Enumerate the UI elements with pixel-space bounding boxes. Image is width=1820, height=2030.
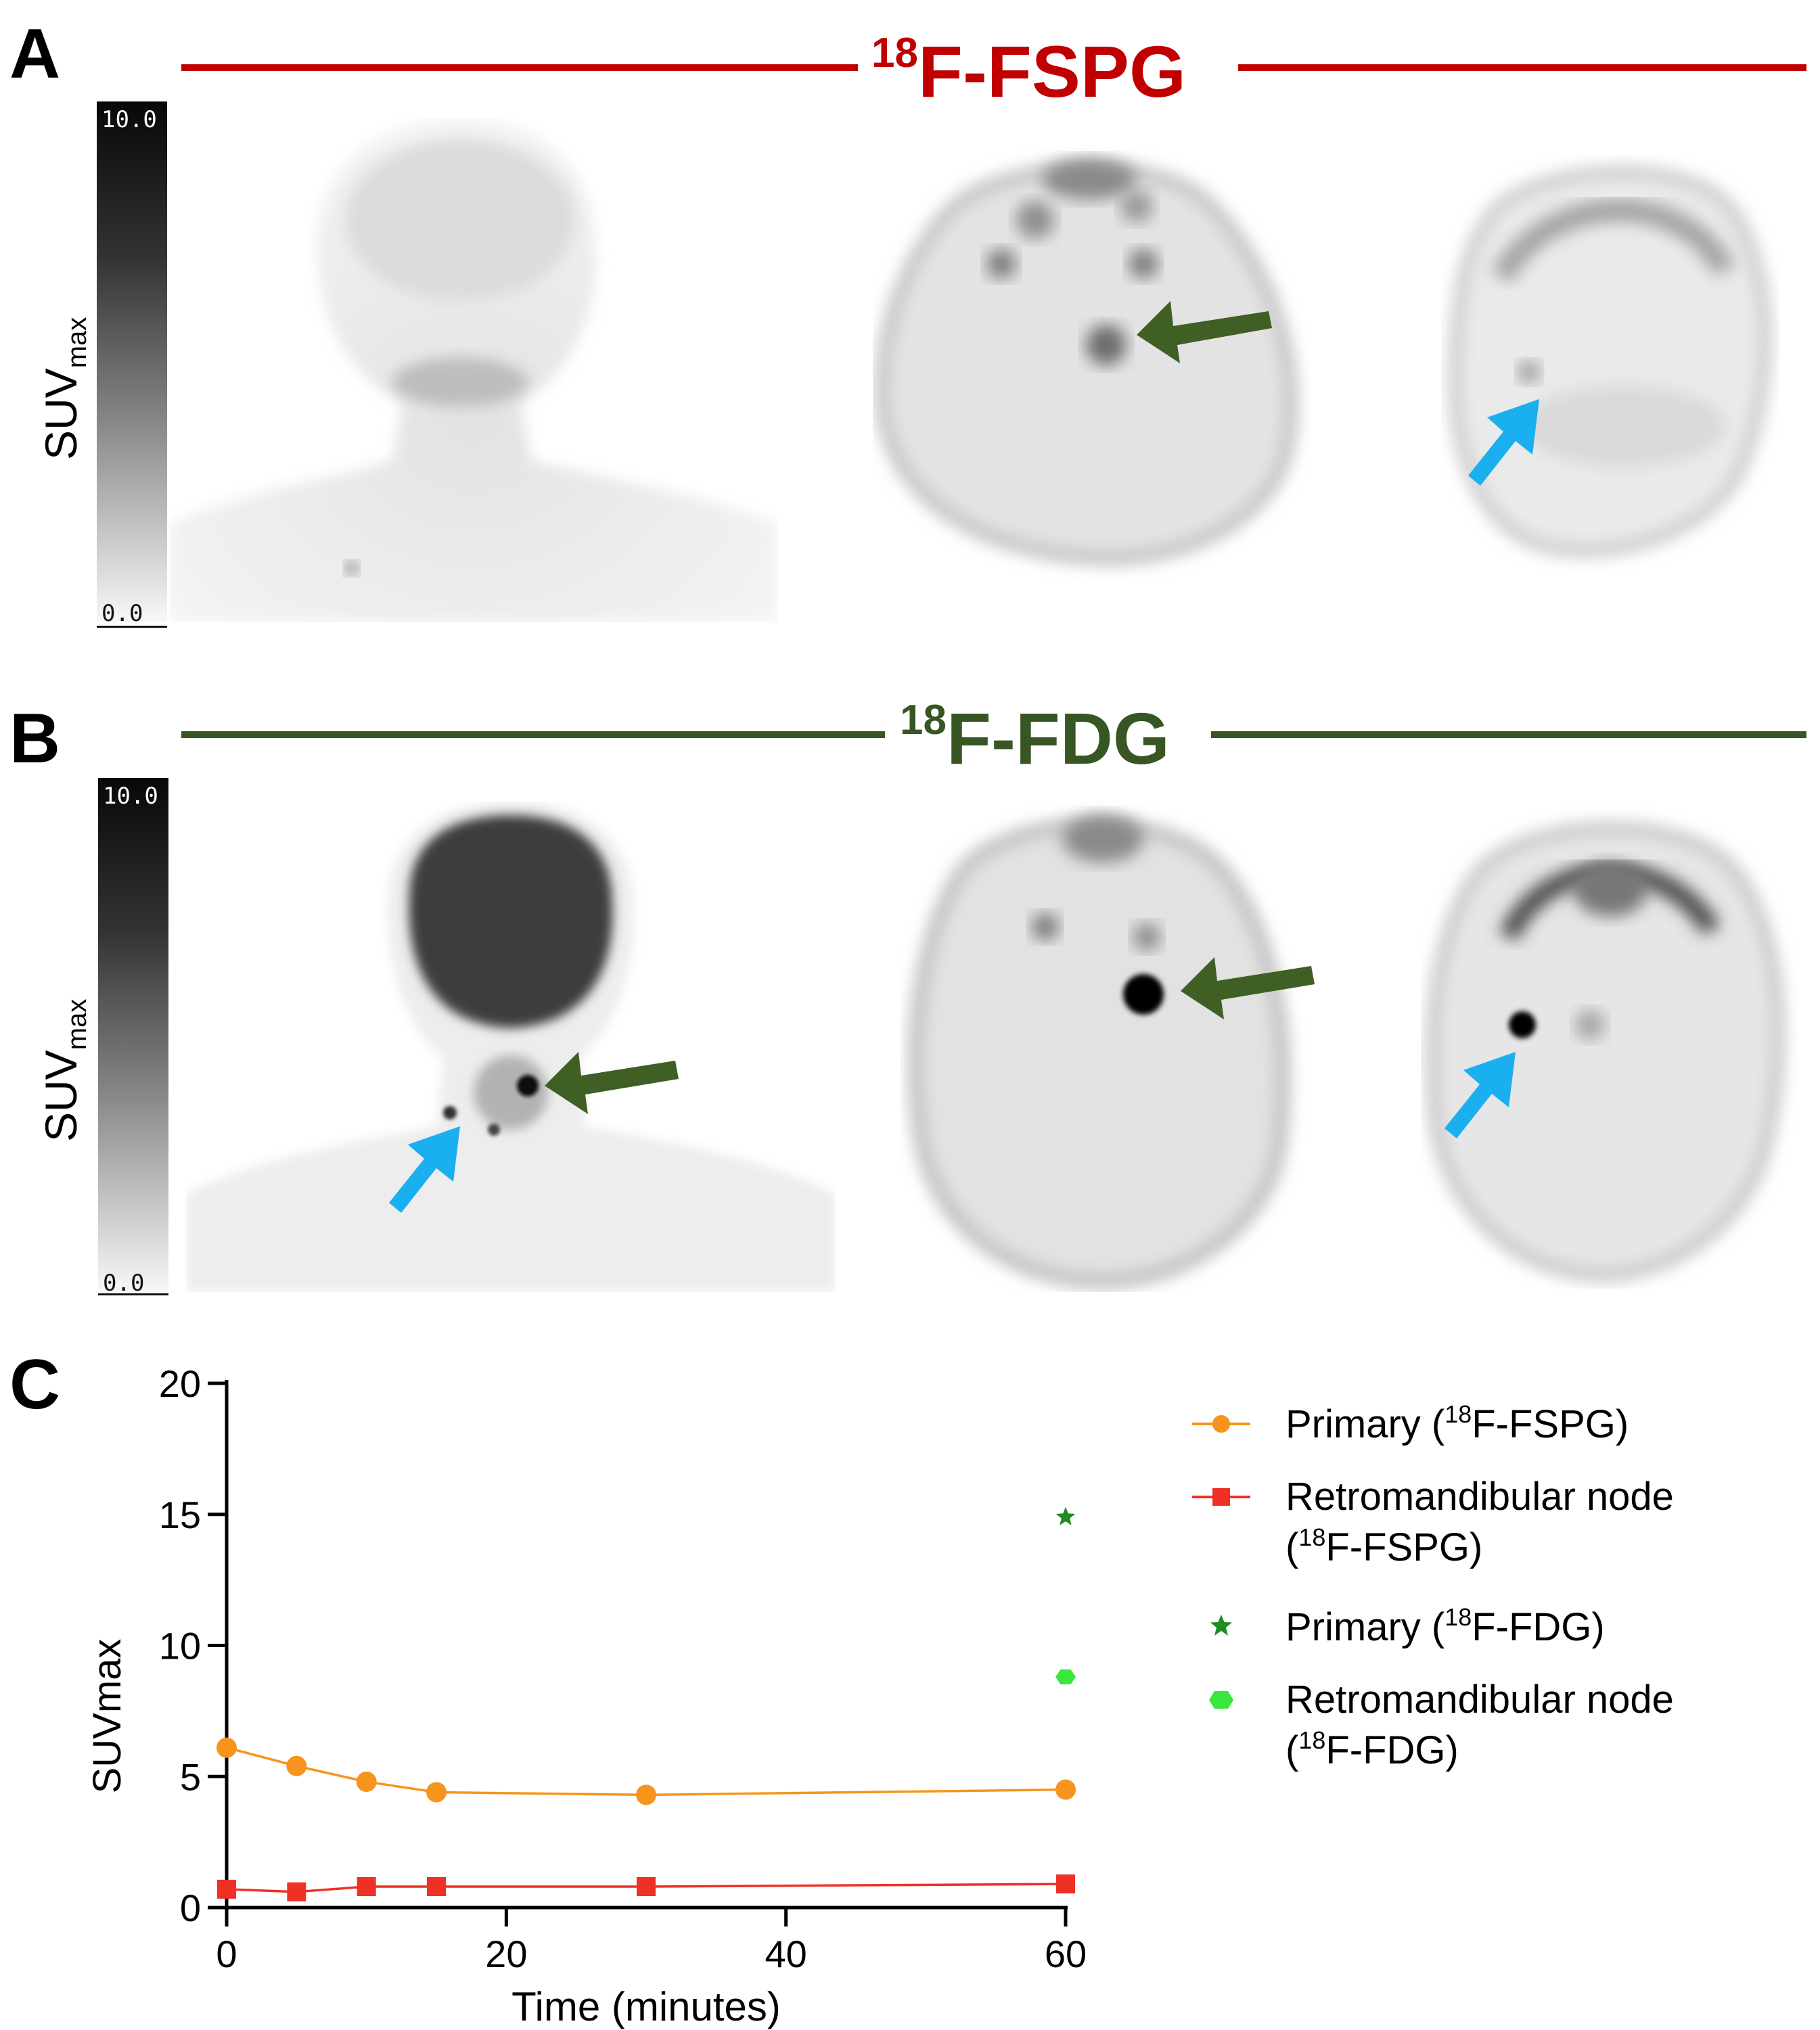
series-1-point [357, 1877, 376, 1896]
panel-a-colorbar-label-sub: max [62, 317, 93, 369]
panel-a-colorbar-min: 0.0 [101, 600, 143, 627]
x-tick-label: 0 [216, 1933, 237, 1975]
legend-label-node-fspg: Retromandibular node (18F-FSPG) [1286, 1472, 1674, 1573]
legend-label-node-fspg-line2-sup: 18 [1298, 1523, 1326, 1552]
panel-b-title-main: F-FDG [946, 697, 1170, 779]
series-0-point [426, 1782, 447, 1803]
series-1-point [427, 1877, 446, 1896]
panel-a-colorbar-baseline [97, 626, 167, 628]
panel-b-title: 18F-FDG [886, 699, 1183, 775]
x-tick-label: 40 [765, 1933, 807, 1975]
panel-a-axial-pet-image-1 [875, 159, 1298, 565]
series-0-point [217, 1737, 237, 1758]
legend-label-node-fdg-line1: Retromandibular node [1286, 1678, 1674, 1722]
panel-b-blue-arrow-axial [1444, 1052, 1516, 1138]
panel-a-blue-arrow [1468, 399, 1539, 486]
legend-label-primary-fdg-post: F-FDG) [1472, 1605, 1605, 1649]
series-0-point [636, 1784, 656, 1805]
y-tick-label: 20 [159, 1362, 201, 1405]
panel-a-title-sup: 18 [871, 30, 918, 76]
legend-label-node-fdg-line2-sup: 18 [1298, 1726, 1326, 1755]
series-0-point [286, 1755, 307, 1776]
y-tick-label: 15 [159, 1494, 201, 1536]
legend-label-node-fdg: Retromandibular node (18F-FDG) [1286, 1675, 1674, 1776]
panel-b-colorbar-baseline [98, 1293, 168, 1295]
panel-a-banner-line-right [1238, 64, 1806, 71]
panel-a-colorbar-label: SUVmax [35, 317, 93, 460]
panel-b-banner-line-left [181, 731, 885, 738]
chart-x-axis-label: Time (minutes) [511, 1984, 781, 2029]
panel-b-title-sup: 18 [900, 697, 947, 743]
chart-legend: Primary (18F-FSPG) Retromandibular node(… [1191, 1387, 1813, 1806]
x-tick-label: 60 [1045, 1933, 1087, 1975]
panel-b-colorbar-max: 10.0 [103, 783, 158, 810]
panel-a-green-arrow [1137, 301, 1272, 363]
legend-label-node-fspg-line1: Retromandibular node [1286, 1475, 1674, 1519]
legend-label-primary-fspg: Primary (18F-FSPG) [1286, 1399, 1629, 1450]
legend-label-primary-fdg-pre: Primary ( [1286, 1605, 1445, 1649]
series-3-point [1055, 1669, 1076, 1684]
chart-y-axis-label: SUVmax [85, 1639, 129, 1794]
y-tick-label: 5 [180, 1755, 201, 1798]
panel-b-colorbar-label-main: SUV [36, 1050, 86, 1142]
legend-label-node-fdg-line2-pre: ( [1286, 1728, 1299, 1773]
legend-label-primary-fspg-post: F-FSPG) [1472, 1402, 1629, 1446]
series-0-point [356, 1772, 377, 1792]
panel-b-axial-pet-image-2 [1426, 822, 1785, 1281]
legend-label-primary-fspg-pre: Primary ( [1286, 1402, 1445, 1446]
panel-b-colorbar-min: 0.0 [103, 1270, 145, 1297]
panel-b-green-arrow-axial [1181, 957, 1315, 1019]
series-0-line [226, 1746, 1066, 1797]
legend-marker-node-fdg [1209, 1691, 1233, 1709]
series-1-point [287, 1882, 306, 1901]
series-1-point [217, 1879, 236, 1899]
legend-marker-node-fspg [1192, 1488, 1250, 1506]
y-tick-label: 10 [159, 1625, 201, 1667]
panel-b-coronal-pet-image [186, 802, 836, 1292]
panel-a-axial-pet-image-2 [1449, 166, 1771, 557]
legend-label-primary-fdg: Primary (18F-FDG) [1286, 1602, 1605, 1653]
panel-b-green-arrow-coronal [545, 1052, 679, 1114]
series-1-line [226, 1883, 1066, 1893]
legend-label-primary-fspg-sup: 18 [1444, 1400, 1472, 1428]
panel-a-coronal-pet-image [169, 118, 778, 622]
panel-a-banner-line-left [181, 64, 858, 71]
suv-time-chart: 0 5 10 15 20 0 20 40 60 Time (minutes) SUVmax [85, 1362, 1087, 2029]
panel-a-letter: A [9, 15, 61, 93]
panel-a-title-main: F-FSPG [917, 30, 1186, 112]
legend-marker-primary-fspg [1192, 1415, 1250, 1433]
panel-b-colorbar [98, 778, 168, 1292]
legend-label-node-fspg-line2-pre: ( [1286, 1525, 1299, 1570]
series-0-point [1055, 1779, 1076, 1800]
panel-b-letter: B [9, 699, 61, 778]
panel-b-banner-line-right [1211, 731, 1806, 738]
series-1-point [637, 1877, 656, 1896]
panel-c-letter: C [9, 1345, 61, 1424]
panel-a-colorbar-label-main: SUV [36, 368, 86, 460]
panel-b-axial-pet-image-1 [909, 815, 1290, 1289]
panel-b-colorbar-label: SUVmax [35, 999, 93, 1142]
legend-marker-primary-fdg [1210, 1615, 1232, 1636]
panel-a-title: 18F-FSPG [858, 32, 1200, 108]
x-tick-label: 20 [485, 1933, 527, 1975]
panel-a-colorbar [97, 101, 167, 622]
legend-label-node-fspg-line2-post: F-FSPG) [1325, 1525, 1483, 1570]
panel-b-colorbar-label-sub: max [62, 998, 93, 1051]
series-2-point [1055, 1506, 1076, 1525]
legend-label-node-fdg-line2-post: F-FDG) [1325, 1728, 1459, 1773]
panel-a-colorbar-max: 10.0 [101, 106, 157, 133]
panel-b-blue-arrow-coronal [389, 1126, 460, 1213]
y-tick-label: 0 [180, 1887, 201, 1929]
series-1-point [1056, 1874, 1075, 1894]
legend-label-primary-fdg-sup: 18 [1444, 1603, 1472, 1631]
